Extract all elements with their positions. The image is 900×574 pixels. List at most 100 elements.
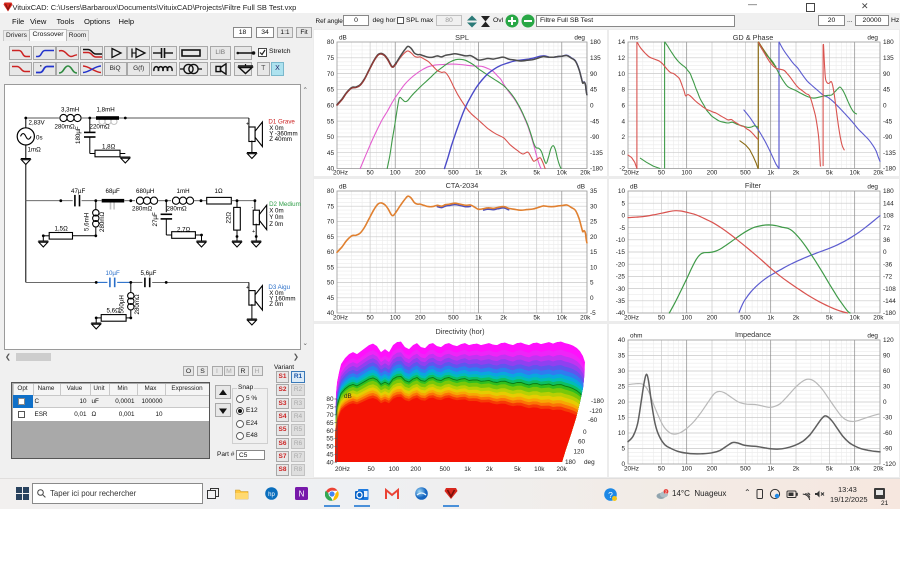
- svg-text:20: 20: [590, 234, 598, 241]
- svg-text:25: 25: [618, 384, 626, 391]
- svg-text:50: 50: [367, 315, 375, 322]
- svg-text:55: 55: [327, 118, 335, 125]
- svg-text:50: 50: [367, 170, 375, 177]
- svg-text:deg: deg: [574, 35, 585, 42]
- svg-text:1k: 1k: [767, 466, 775, 473]
- svg-text:1mH: 1mH: [177, 188, 190, 195]
- svg-text:dB: dB: [344, 393, 352, 400]
- svg-text:27µF: 27µF: [152, 212, 159, 226]
- svg-text:40: 40: [326, 459, 334, 466]
- svg-text:10k: 10k: [850, 170, 861, 177]
- svg-text:0: 0: [883, 249, 887, 256]
- svg-text:15: 15: [618, 415, 626, 422]
- svg-text:2k: 2k: [500, 170, 508, 177]
- svg-text:-45: -45: [590, 118, 600, 125]
- svg-text:dB: dB: [339, 184, 347, 191]
- svg-text:Y 160mm: Y 160mm: [269, 295, 295, 302]
- svg-text:20k: 20k: [873, 466, 884, 473]
- svg-text:5,6Ω: 5,6Ω: [107, 308, 121, 315]
- svg-text:10k: 10k: [534, 466, 545, 473]
- svg-text:2k: 2k: [486, 466, 494, 473]
- svg-text:-120: -120: [590, 408, 603, 415]
- svg-text:120: 120: [883, 337, 894, 344]
- svg-text:dB: dB: [339, 35, 347, 42]
- svg-text:5k: 5k: [533, 170, 541, 177]
- svg-text:2,7Ω: 2,7Ω: [177, 227, 191, 234]
- svg-text:GD & Phase: GD & Phase: [733, 33, 774, 42]
- svg-text:1k: 1k: [464, 466, 472, 473]
- svg-text:2,83V: 2,83V: [29, 120, 46, 127]
- svg-text:2: 2: [665, 489, 668, 494]
- svg-text:45: 45: [327, 295, 335, 302]
- svg-text:-2: -2: [619, 166, 625, 173]
- svg-text:10k: 10k: [557, 170, 568, 177]
- svg-text:100: 100: [389, 466, 400, 473]
- svg-text:75: 75: [326, 404, 334, 411]
- svg-text:65: 65: [326, 420, 334, 427]
- svg-text:50: 50: [327, 134, 335, 141]
- svg-text:dB: dB: [577, 184, 585, 191]
- svg-text:20k: 20k: [556, 466, 567, 473]
- svg-text:200: 200: [415, 315, 426, 322]
- svg-text:47µF: 47µF: [71, 188, 85, 195]
- svg-text:5k: 5k: [826, 315, 834, 322]
- svg-text:680µH: 680µH: [136, 188, 154, 195]
- svg-text:5k: 5k: [533, 315, 541, 322]
- svg-text:100: 100: [390, 315, 401, 322]
- svg-text:3,3mH: 3,3mH: [61, 107, 79, 114]
- svg-text:-120: -120: [883, 461, 896, 468]
- svg-text:10µF: 10µF: [106, 270, 120, 277]
- svg-text:0: 0: [621, 213, 625, 220]
- svg-text:180: 180: [590, 39, 601, 46]
- svg-text:50: 50: [368, 466, 376, 473]
- svg-text:15: 15: [590, 249, 598, 256]
- svg-text:20Hz: 20Hz: [624, 315, 639, 322]
- svg-text:144: 144: [883, 200, 894, 207]
- svg-text:-90: -90: [883, 446, 893, 453]
- svg-text:dB: dB: [630, 184, 638, 191]
- svg-text:200: 200: [707, 170, 718, 177]
- svg-text:35: 35: [618, 353, 626, 360]
- svg-text:deg: deg: [867, 35, 878, 42]
- svg-text:30: 30: [883, 384, 891, 391]
- svg-text:Z 0m: Z 0m: [269, 221, 283, 228]
- svg-text:0: 0: [583, 429, 587, 436]
- svg-text:20k: 20k: [873, 170, 884, 177]
- svg-text:8: 8: [621, 87, 625, 94]
- svg-text:30: 30: [618, 368, 626, 375]
- svg-text:2k: 2k: [500, 315, 508, 322]
- svg-text:40: 40: [327, 310, 335, 317]
- svg-text:108: 108: [883, 213, 894, 220]
- svg-text:68µF: 68µF: [106, 188, 120, 195]
- svg-text:10: 10: [618, 188, 626, 195]
- svg-text:500: 500: [448, 170, 459, 177]
- svg-text:25: 25: [590, 219, 598, 226]
- svg-text:5k: 5k: [826, 170, 834, 177]
- svg-text:135: 135: [590, 55, 601, 62]
- svg-text:D3 Aigu: D3 Aigu: [268, 284, 290, 291]
- svg-text:-72: -72: [883, 274, 893, 281]
- svg-text:Y 0m: Y 0m: [269, 214, 283, 221]
- svg-text:20Hz: 20Hz: [624, 466, 639, 473]
- svg-text:-25: -25: [616, 274, 626, 281]
- svg-text:20k: 20k: [580, 170, 591, 177]
- svg-text:10k: 10k: [850, 315, 861, 322]
- svg-text:-5: -5: [590, 310, 596, 317]
- svg-text:14: 14: [618, 39, 626, 46]
- svg-text:12: 12: [618, 55, 626, 62]
- svg-text:N: N: [299, 490, 305, 499]
- svg-text:5: 5: [621, 446, 625, 453]
- svg-text:280mΩ: 280mΩ: [134, 294, 141, 314]
- svg-text:5: 5: [590, 280, 594, 287]
- svg-text:5: 5: [621, 200, 625, 207]
- svg-text:90: 90: [883, 353, 891, 360]
- svg-text:10: 10: [618, 71, 626, 78]
- svg-text:+: +: [252, 229, 255, 235]
- svg-text:-45: -45: [883, 118, 893, 125]
- svg-text:80: 80: [326, 396, 334, 403]
- svg-text:280mΩ: 280mΩ: [167, 206, 187, 213]
- svg-text:50: 50: [658, 170, 666, 177]
- svg-text:70: 70: [326, 412, 334, 419]
- svg-text:500: 500: [740, 170, 751, 177]
- svg-text:1Ω: 1Ω: [215, 188, 223, 195]
